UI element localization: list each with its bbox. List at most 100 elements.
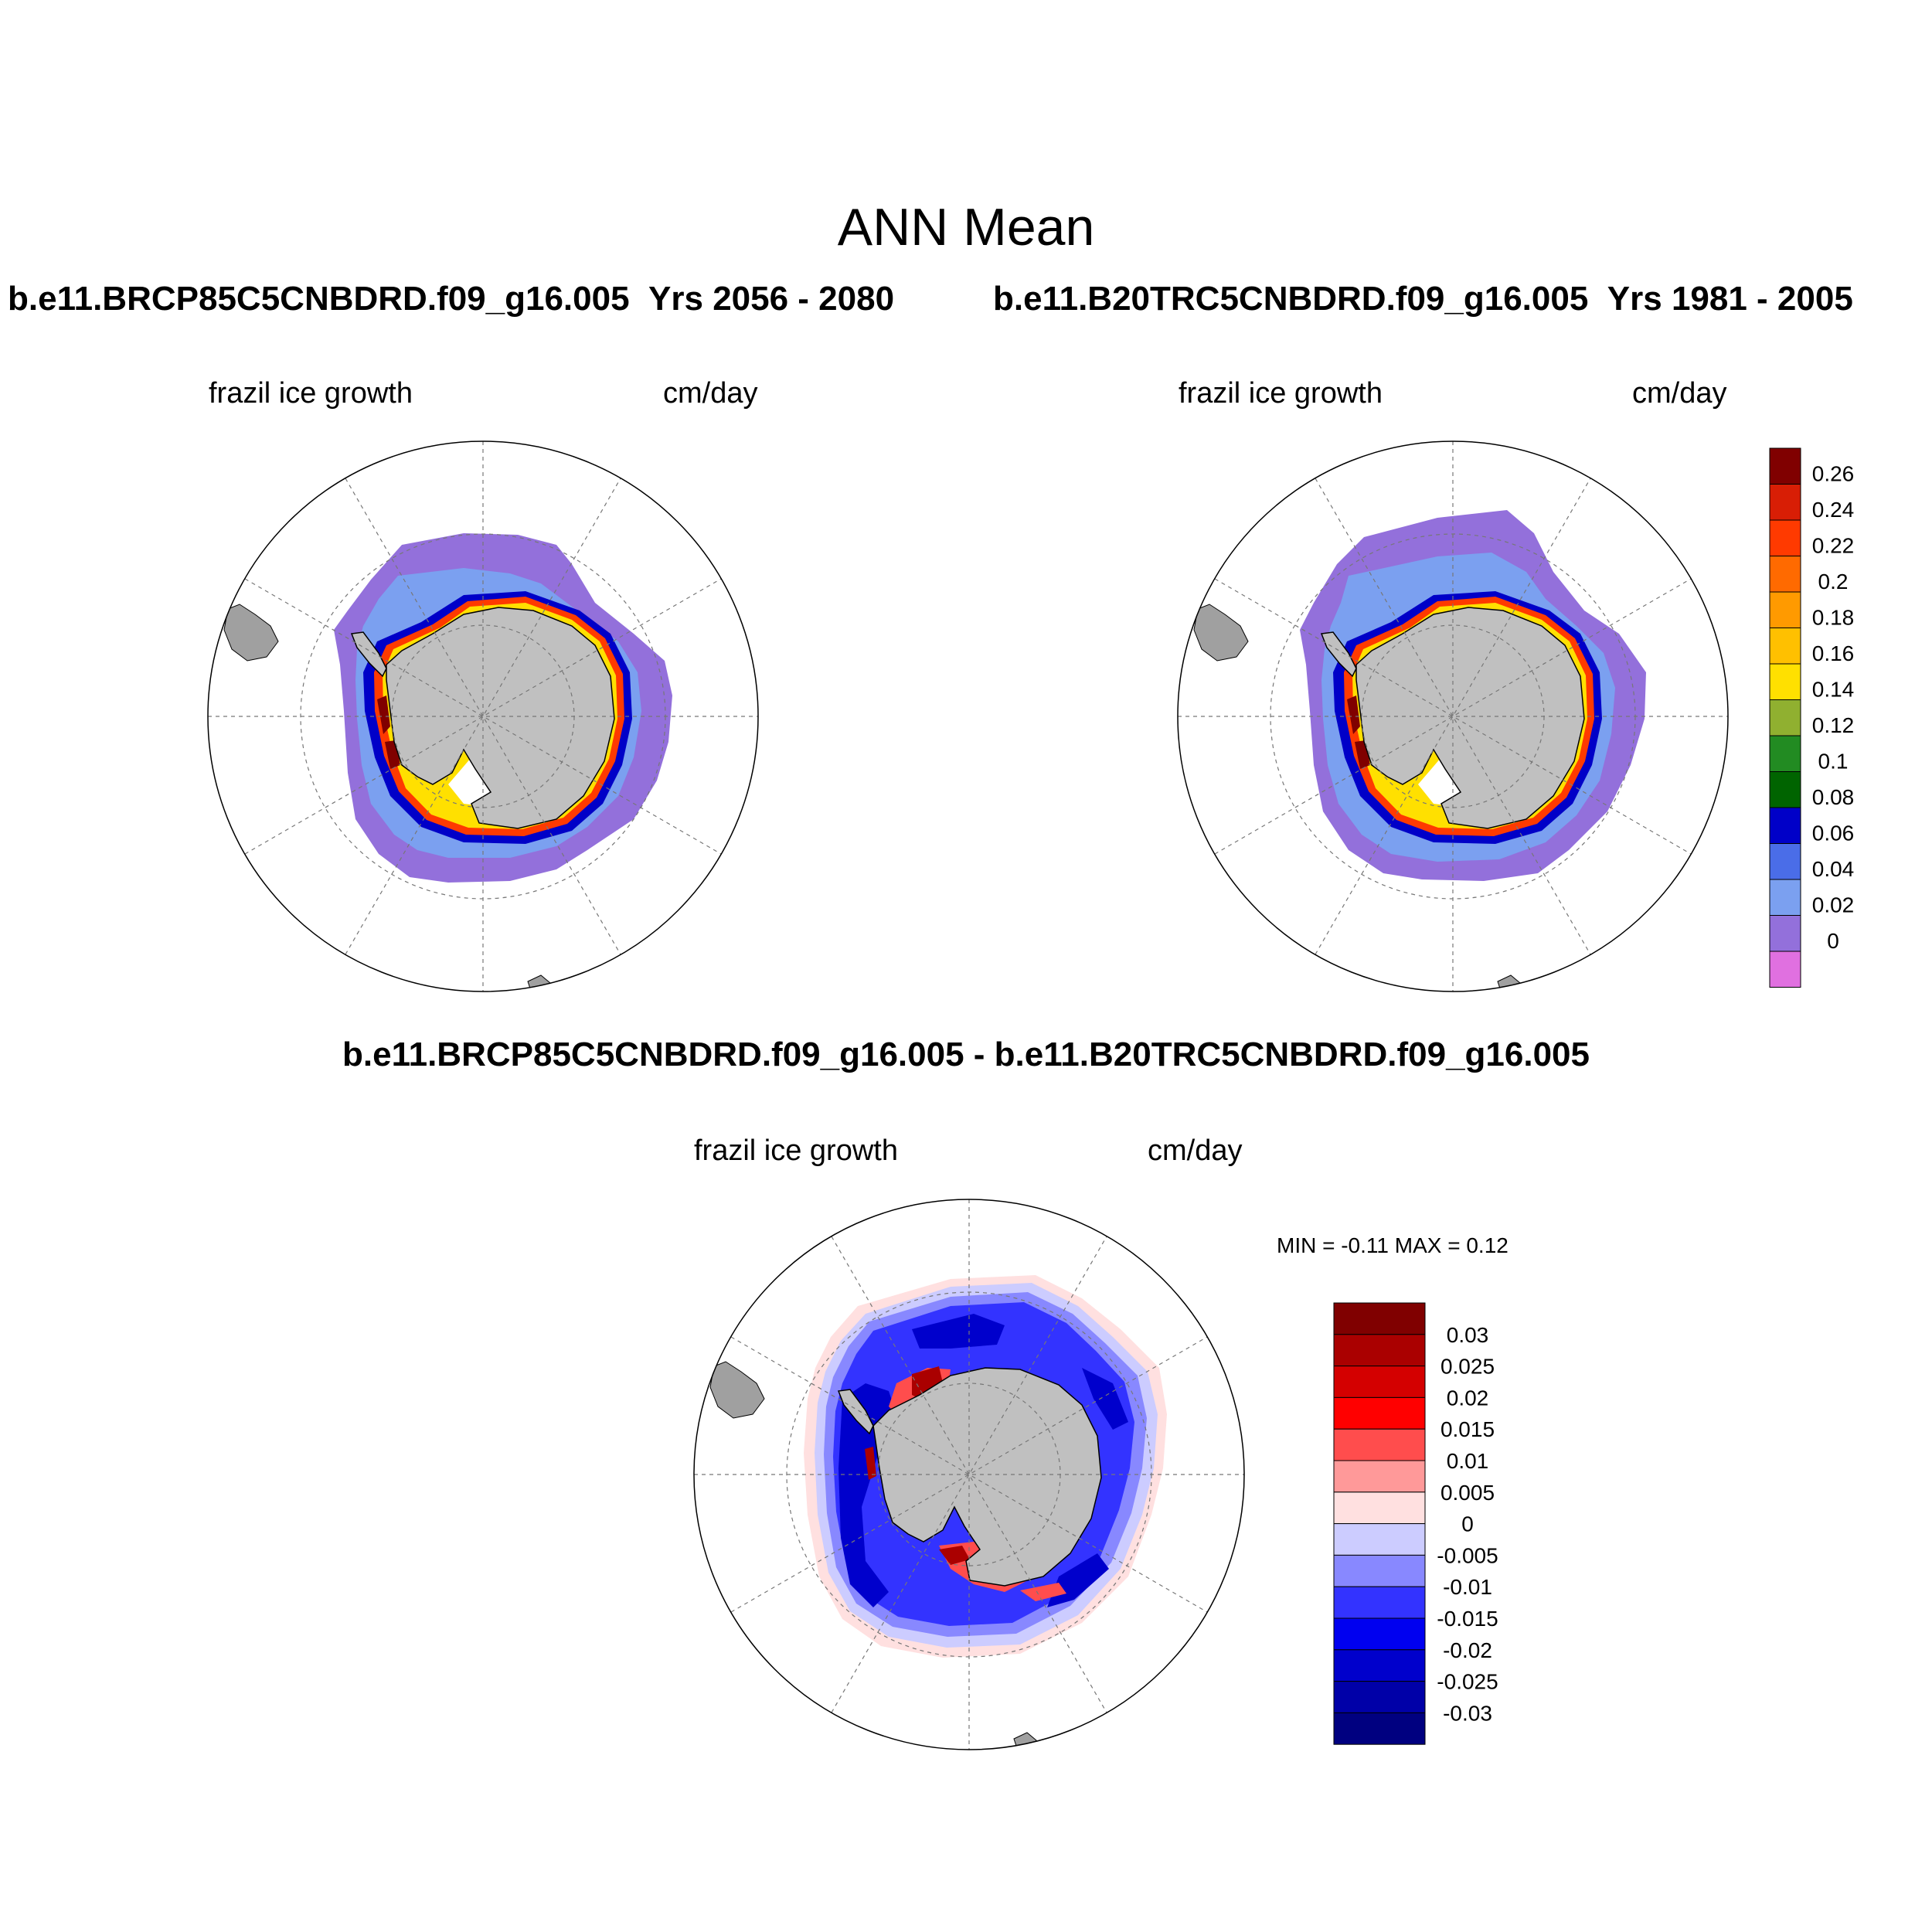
colorbar-swatch [1333, 1366, 1426, 1398]
south-america-landmass [223, 604, 279, 662]
colorbar-tick-label: 0 [1827, 929, 1839, 953]
colorbar-tick-label: -0.015 [1437, 1607, 1498, 1631]
colorbar-swatch [1769, 663, 1801, 700]
colorbar-swatch [1769, 807, 1801, 844]
panel1-units: cm/day [663, 377, 758, 410]
map-panel2-grid [1178, 441, 1728, 992]
colorbar-tick-label: 0.08 [1812, 785, 1855, 809]
colorbar-swatch [1769, 519, 1801, 556]
antarctic-peninsula [837, 1389, 874, 1435]
colorbar-tick-label: 0 [1461, 1512, 1474, 1536]
diff-field-dark-blue [912, 1314, 1005, 1349]
colorbar-swatch [1769, 447, 1801, 485]
panel1-years: Yrs 2056 - 2080 [648, 280, 895, 318]
diff-field-red [1020, 1583, 1066, 1601]
colorbar-swatch [1333, 1492, 1426, 1525]
colorbar-swatch [1333, 1617, 1426, 1651]
map-panel1-grid [208, 441, 758, 992]
frazil-hotspot [1347, 696, 1360, 734]
panel2-years: Yrs 1981 - 2005 [1607, 280, 1853, 318]
colorbar-tick-label: 0.16 [1812, 641, 1855, 665]
colorbar-swatch [1769, 591, 1801, 628]
colorbar-swatch [1769, 628, 1801, 665]
main-title: ANN Mean [837, 198, 1095, 257]
colorbar-tick-label: 0.14 [1812, 678, 1855, 702]
colorbar-tick-label: 0.025 [1440, 1355, 1495, 1379]
diff-field-dark-red [939, 1546, 970, 1565]
colorbar-tick-label: -0.005 [1437, 1543, 1498, 1567]
map-panel2-border [1177, 440, 1729, 992]
colorbar-tick-label: 0.22 [1812, 534, 1855, 558]
south-america-landmass [709, 1361, 765, 1419]
colorbar-swatch [1769, 915, 1801, 952]
colorbar-swatch [1333, 1334, 1426, 1367]
diff-field-dark-blue [1082, 1368, 1128, 1430]
colorbar-diff: -0.03 -0.025 -0.02 -0.015 -0.01 -0.005 0 0.005 0… [1333, 1302, 1498, 1745]
panel2-case: b.e11.B20TRC5CNBDRD.f09_g16.005 [993, 280, 1589, 318]
map-diff-border [693, 1199, 1245, 1750]
min-max-readout: MIN = -0.11 MAX = 0.12 [1277, 1233, 1509, 1257]
colorbar-swatch [1333, 1554, 1426, 1587]
colorbar-swatch [1333, 1396, 1426, 1430]
map-panel1 [223, 533, 672, 992]
colorbar-tick-label: -0.03 [1443, 1701, 1492, 1725]
colorbar-tick-label: 0.01 [1447, 1449, 1489, 1473]
colorbar-swatch [1769, 771, 1801, 808]
south-america-landmass [1193, 604, 1249, 662]
colorbar-swatch [1333, 1712, 1426, 1745]
colorbar-swatch [1769, 556, 1801, 593]
colorbar-tick-label: 0.005 [1440, 1481, 1495, 1505]
colorbar-swatch [1333, 1523, 1426, 1556]
colorbar-swatch [1333, 1428, 1426, 1461]
diff-units: cm/day [1148, 1134, 1243, 1167]
colorbar-tick-label: -0.02 [1443, 1638, 1492, 1662]
colorbar-tick-label: 0.04 [1812, 857, 1855, 881]
colorbar-tick-label: 0.26 [1812, 462, 1855, 486]
colorbar-swatch [1769, 843, 1801, 880]
island-landmass [1013, 1732, 1037, 1750]
diff-variable: frazil ice growth [694, 1134, 898, 1167]
panel2-title: b.e11.B20TRC5CNBDRD.f09_g16.005 Yrs 1981… [993, 280, 1853, 318]
colorbar-swatch [1769, 735, 1801, 772]
colorbar-tick-label: 0.02 [1447, 1386, 1489, 1410]
map-diff [709, 1275, 1167, 1750]
panel1-case: b.e11.BRCP85C5CNBDRD.f09_g16.005 [8, 280, 630, 318]
antarctic-peninsula [1320, 631, 1357, 678]
panel2-units: cm/day [1632, 377, 1727, 410]
panel1-title: b.e11.BRCP85C5CNBDRD.f09_g16.005 Yrs 205… [8, 280, 894, 318]
colorbar-tick-label: 0.18 [1812, 606, 1855, 630]
diff-field-dark-red [865, 1447, 876, 1480]
colorbar-swatch [1769, 699, 1801, 736]
frazil-hotspot [377, 696, 390, 734]
antarctica-landmass [1355, 607, 1585, 829]
colorbar-tick-label: 0.12 [1812, 713, 1855, 737]
colorbar-swatch [1333, 1586, 1426, 1619]
panel2-variable: frazil ice growth [1179, 377, 1383, 410]
colorbar-swatch [1333, 1649, 1426, 1682]
colorbar-tick-label: -0.01 [1443, 1575, 1492, 1599]
diff-title: b.e11.BRCP85C5CNBDRD.f09_g16.005 - b.e11… [342, 1036, 1590, 1073]
antarctic-peninsula [350, 631, 387, 678]
colorbar-tick-label: 0.1 [1818, 750, 1849, 774]
colorbar-tick-label: 0.03 [1447, 1323, 1489, 1347]
antarctica-landmass [872, 1367, 1102, 1587]
colorbar-tick-label: 0.02 [1812, 893, 1855, 917]
colorbar-tick-label: 0.015 [1440, 1417, 1495, 1441]
colorbar-tick-label: 0.24 [1812, 498, 1855, 522]
colorbar-swatch [1769, 484, 1801, 521]
colorbar-swatch [1769, 879, 1801, 916]
colorbar-frazil: 0 0.02 0.04 0.06 0.08 0.1 0.12 0.14 0.16 0.18 0.2 0… [1769, 447, 1855, 988]
colorbar-swatch [1333, 1460, 1426, 1493]
map-panel2 [1193, 510, 1646, 992]
map-panel1-border [207, 440, 759, 992]
colorbar-swatch [1333, 1302, 1426, 1335]
antarctica-landmass [386, 607, 615, 829]
colorbar-tick-label: 0.06 [1812, 821, 1855, 845]
colorbar-tick-label: 0.2 [1818, 570, 1849, 594]
colorbar-swatch [1769, 951, 1801, 988]
map-diff-grid [694, 1199, 1244, 1750]
colorbar-swatch [1333, 1681, 1426, 1713]
colorbar-tick-label: -0.025 [1437, 1670, 1498, 1694]
panel1-variable: frazil ice growth [209, 377, 413, 410]
